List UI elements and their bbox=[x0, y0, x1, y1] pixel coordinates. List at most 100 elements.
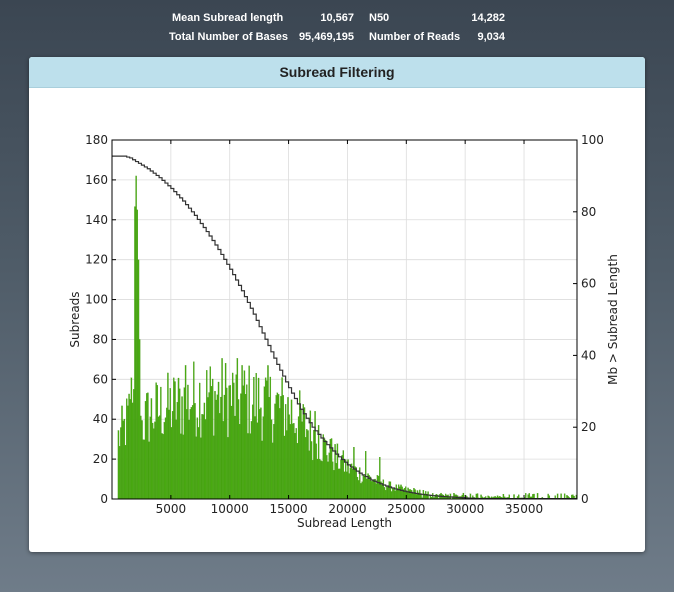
histogram-bar bbox=[210, 386, 213, 500]
panel-title: Subread Filtering bbox=[279, 64, 395, 80]
histogram-bar bbox=[163, 422, 166, 500]
histogram-bar bbox=[263, 386, 266, 500]
y2-axis-label: Mb > Subread Length bbox=[606, 254, 620, 385]
x-tick-label: 20000 bbox=[328, 502, 366, 516]
histogram-bar bbox=[184, 365, 187, 500]
y-tick-label: 40 bbox=[93, 412, 108, 426]
histogram-bar bbox=[195, 436, 197, 500]
x-tick-label: 30000 bbox=[446, 502, 484, 516]
number-of-reads-value: 9,034 bbox=[477, 31, 505, 43]
histogram-bar bbox=[324, 440, 327, 500]
histogram-bar bbox=[170, 427, 173, 500]
y-axis-ticks: 0 20 40 60 80 100 120 140 160 180 bbox=[85, 133, 116, 506]
histogram-bar bbox=[289, 424, 292, 500]
histogram-bars bbox=[117, 175, 578, 500]
x-axis-ticks: 5000 10000 15000 20000 25000 30000 35000 bbox=[156, 140, 543, 516]
histogram-bar bbox=[260, 407, 262, 500]
histogram-bar bbox=[414, 489, 416, 500]
mean-subread-length-label: Mean Subread length bbox=[172, 12, 284, 24]
histogram-bar bbox=[320, 460, 322, 500]
histogram-bar bbox=[301, 421, 303, 500]
histogram-bar bbox=[162, 434, 164, 500]
histogram-bar bbox=[233, 382, 235, 500]
panel-header: Subread Filtering bbox=[29, 57, 645, 88]
histogram-bar bbox=[262, 416, 264, 500]
histogram-bar bbox=[215, 399, 217, 500]
histogram-bar bbox=[348, 473, 350, 500]
histogram-bar bbox=[303, 407, 306, 500]
y2-axis-ticks: 0 20 40 60 80 100 bbox=[573, 133, 604, 506]
histogram-bar bbox=[319, 459, 321, 500]
y2-tick-label: 60 bbox=[581, 277, 596, 291]
histogram-bar bbox=[401, 486, 403, 500]
histogram-bar bbox=[266, 380, 268, 500]
histogram-bar bbox=[197, 427, 200, 500]
histogram-bar bbox=[385, 490, 387, 500]
histogram-bar bbox=[386, 486, 388, 500]
histogram-bar bbox=[361, 481, 363, 500]
histogram-bar bbox=[135, 175, 137, 500]
histogram-bar bbox=[309, 410, 312, 500]
histogram-bar bbox=[141, 420, 143, 500]
histogram-bar bbox=[323, 438, 326, 500]
histogram-bar bbox=[129, 399, 131, 500]
histogram-bar bbox=[181, 396, 183, 500]
histogram-bar bbox=[230, 405, 233, 500]
histogram-bar bbox=[327, 461, 329, 500]
histogram-bar bbox=[346, 471, 348, 500]
histogram-bar bbox=[209, 366, 211, 500]
histogram-bar bbox=[224, 363, 227, 500]
histogram-bar bbox=[200, 437, 202, 500]
histogram-bar bbox=[270, 419, 273, 500]
histogram-bar bbox=[128, 393, 130, 500]
histogram-bar bbox=[302, 404, 304, 500]
histogram-bar bbox=[236, 358, 239, 500]
histogram-bar bbox=[133, 389, 135, 500]
cumulative-mb-line bbox=[112, 155, 577, 500]
histogram-bar bbox=[374, 478, 376, 500]
histogram-bar bbox=[381, 484, 383, 500]
histogram-bar bbox=[300, 408, 302, 500]
histogram-bar bbox=[188, 419, 190, 500]
stats-summary: Mean Subread length 10,567 N50 14,282 To… bbox=[0, 0, 674, 52]
histogram-bar bbox=[288, 414, 290, 500]
histogram-bar bbox=[399, 486, 401, 500]
histogram-bar bbox=[196, 417, 199, 500]
subread-length-chart: 5000 10000 15000 20000 25000 30000 35000 0 20 40… bbox=[68, 133, 620, 530]
histogram-bar bbox=[140, 415, 142, 500]
histogram-bar bbox=[149, 416, 151, 500]
histogram-bar bbox=[269, 376, 272, 500]
histogram-bar bbox=[231, 372, 234, 500]
histogram-bar bbox=[127, 405, 129, 500]
histogram-bar bbox=[229, 385, 231, 500]
y2-tick-label: 80 bbox=[581, 205, 596, 219]
histogram-bar bbox=[377, 475, 380, 500]
histogram-bar bbox=[408, 489, 410, 500]
histogram-bar bbox=[199, 382, 201, 500]
histogram-bar bbox=[363, 475, 366, 500]
histogram-bar bbox=[357, 480, 360, 500]
histogram-bar bbox=[259, 409, 261, 500]
histogram-bar bbox=[235, 374, 237, 500]
histogram-bar bbox=[396, 489, 399, 500]
histogram-bar bbox=[226, 387, 228, 500]
histogram-bar bbox=[155, 382, 157, 500]
histogram-bar bbox=[292, 423, 294, 500]
histogram-bar bbox=[122, 420, 124, 500]
histogram-bar bbox=[137, 259, 140, 500]
histogram-bar bbox=[176, 402, 179, 500]
histogram-bar bbox=[286, 430, 288, 500]
histogram-bar bbox=[256, 422, 259, 500]
histogram-bar bbox=[412, 493, 414, 500]
y2-tick-label: 40 bbox=[581, 348, 596, 362]
histogram-bar bbox=[130, 377, 133, 500]
histogram-bar bbox=[144, 401, 147, 500]
histogram-bar bbox=[337, 468, 340, 500]
x-axis-label: Subread Length bbox=[297, 516, 392, 530]
histogram-bar bbox=[390, 491, 393, 500]
y-tick-label: 0 bbox=[100, 492, 108, 506]
histogram-bar bbox=[322, 434, 324, 500]
number-of-reads-label: Number of Reads bbox=[369, 31, 461, 43]
histogram-bar bbox=[261, 440, 263, 500]
histogram-bar bbox=[382, 479, 385, 500]
